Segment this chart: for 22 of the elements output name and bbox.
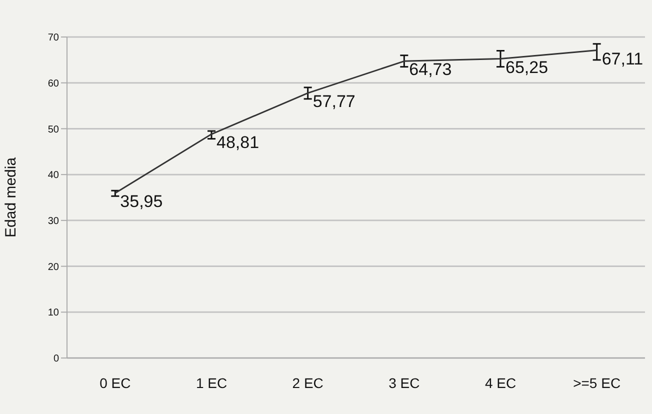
y-tick-label: 10 — [48, 308, 60, 319]
x-tick-label: 2 EC — [292, 374, 324, 391]
y-axis-title: Edad media — [2, 156, 20, 238]
x-tick-label: 1 EC — [196, 374, 228, 391]
data-label: 48,81 — [216, 133, 260, 152]
x-tick-label: 3 EC — [388, 374, 420, 391]
data-label: 35,95 — [120, 192, 163, 212]
x-tick-label: 4 EC — [484, 374, 516, 391]
y-tick-label: 30 — [48, 216, 60, 227]
data-label: 65,25 — [506, 58, 548, 77]
y-tick-label: 60 — [48, 78, 60, 90]
line-series — [114, 50, 598, 194]
y-tick-label: 50 — [48, 124, 60, 136]
data-label: 64,73 — [409, 60, 452, 80]
data-label: 57,77 — [312, 92, 356, 112]
data-label: 67,11 — [602, 49, 644, 68]
y-tick-label: 0 — [53, 354, 60, 365]
x-tick-label: >=5 EC — [573, 374, 621, 391]
y-tick-label: 40 — [48, 170, 60, 182]
y-tick-label: 20 — [48, 262, 60, 273]
x-tick-label: 0 EC — [100, 374, 131, 391]
y-tick-label: 70 — [48, 32, 60, 44]
